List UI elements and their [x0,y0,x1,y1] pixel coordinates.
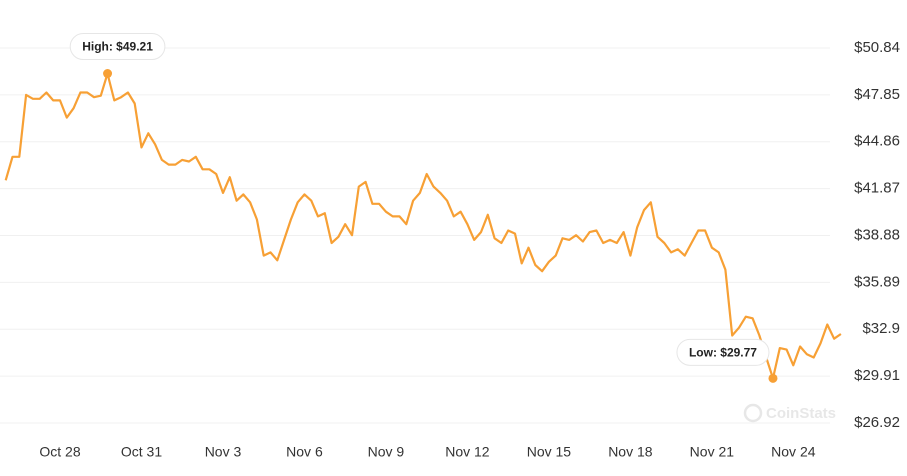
annotation-box [69,33,166,61]
annotation-box [676,338,770,366]
annotation-text: Low: $29.77 [689,345,757,359]
x-tick-label: Nov 6 [286,444,323,460]
x-tick-label: Oct 31 [121,444,162,460]
price-line [4,72,842,380]
x-tick-label: Nov 18 [608,444,653,460]
x-tick-label: Nov 24 [771,444,816,460]
y-tick-label: $35.89 [854,273,900,290]
y-tick-label: $44.86 [854,133,900,150]
watermark: CoinStats [743,403,836,423]
y-tick-label: $38.88 [854,226,900,243]
annotation-text: High: $49.21 [82,40,153,54]
x-tick-label: Nov 15 [527,444,572,460]
x-tick-label: Oct 28 [39,444,80,460]
y-tick-label: $41.87 [854,180,900,197]
y-tick-label: $50.84 [854,39,900,56]
extreme-marker [103,69,113,79]
y-tick-label: $32.9 [862,320,900,337]
annotation: Low: $29.77 [676,338,770,366]
watermark-icon [743,403,763,423]
extreme-marker [768,373,778,383]
annotation: High: $49.21 [69,33,166,61]
watermark-text: CoinStats [766,405,836,422]
x-tick-label: Nov 9 [368,444,405,460]
x-tick-label: Nov 12 [445,444,490,460]
y-tick-label: $29.91 [854,367,900,384]
x-tick-label: Nov 21 [690,444,735,460]
y-tick-label: $47.85 [854,86,900,103]
y-tick-label: $26.92 [854,414,900,431]
x-tick-label: Nov 3 [205,444,242,460]
